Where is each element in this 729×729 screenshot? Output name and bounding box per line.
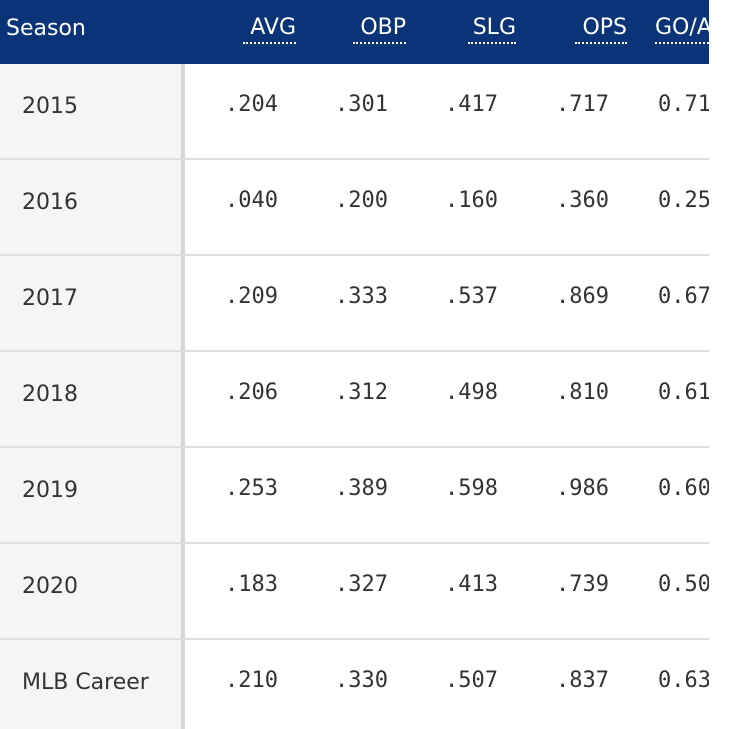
season-cell: 2017 xyxy=(22,286,78,311)
obp-cell: .333 xyxy=(335,284,388,309)
table-row: 2018 .206 .312 .498 .810 0.61 xyxy=(0,352,709,448)
obp-cell: .200 xyxy=(335,188,388,213)
ops-cell: .360 xyxy=(556,188,609,213)
table-row: 2020 .183 .327 .413 .739 0.50 xyxy=(0,544,709,640)
slg-cell: .498 xyxy=(445,380,498,405)
goao-cell: 0.63 xyxy=(658,668,709,693)
table-row: 2015 .204 .301 .417 .717 0.71 xyxy=(0,64,709,160)
slg-cell: .413 xyxy=(445,572,498,597)
season-cell: 2018 xyxy=(22,382,78,407)
ops-cell: .869 xyxy=(556,284,609,309)
goao-cell: 0.71 xyxy=(658,92,709,117)
header-ops[interactable]: OPS xyxy=(575,14,627,44)
avg-cell: .209 xyxy=(225,284,278,309)
header-slg[interactable]: SLG xyxy=(468,14,516,44)
goao-cell: 0.67 xyxy=(658,284,709,309)
season-cell: MLB Career xyxy=(22,670,149,695)
avg-cell: .206 xyxy=(225,380,278,405)
season-column-bg xyxy=(0,64,181,729)
row-divider xyxy=(0,254,709,256)
goao-cell: 0.25 xyxy=(658,188,709,213)
obp-cell: .389 xyxy=(335,476,388,501)
ops-cell: .810 xyxy=(556,380,609,405)
goao-cell: 0.61 xyxy=(658,380,709,405)
season-cell: 2019 xyxy=(22,478,78,503)
avg-cell: .204 xyxy=(225,92,278,117)
slg-cell: .598 xyxy=(445,476,498,501)
header-season[interactable]: Season xyxy=(6,16,86,41)
row-divider xyxy=(0,638,709,640)
row-divider xyxy=(0,350,709,352)
table-row-career: MLB Career .210 .330 .507 .837 0.63 xyxy=(0,640,709,729)
table-row: 2016 .040 .200 .160 .360 0.25 xyxy=(0,160,709,256)
stats-table: Season AVG OBP SLG OPS GO/A 2015 .204 .3… xyxy=(0,0,709,729)
table-row: 2017 .209 .333 .537 .869 0.67 xyxy=(0,256,709,352)
slg-cell: .417 xyxy=(445,92,498,117)
ops-cell: .837 xyxy=(556,668,609,693)
row-divider xyxy=(0,158,709,160)
avg-cell: .040 xyxy=(225,188,278,213)
frozen-column-divider xyxy=(181,64,185,729)
table-header: Season AVG OBP SLG OPS GO/A xyxy=(0,0,709,64)
goao-cell: 0.50 xyxy=(658,572,709,597)
row-divider xyxy=(0,446,709,448)
season-cell: 2015 xyxy=(22,94,78,119)
obp-cell: .330 xyxy=(335,668,388,693)
avg-cell: .183 xyxy=(225,572,278,597)
slg-cell: .507 xyxy=(445,668,498,693)
ops-cell: .739 xyxy=(556,572,609,597)
header-goao[interactable]: GO/A xyxy=(655,14,709,44)
ops-cell: .717 xyxy=(556,92,609,117)
obp-cell: .327 xyxy=(335,572,388,597)
ops-cell: .986 xyxy=(556,476,609,501)
header-obp[interactable]: OBP xyxy=(353,14,406,44)
avg-cell: .210 xyxy=(225,668,278,693)
slg-cell: .537 xyxy=(445,284,498,309)
obp-cell: .312 xyxy=(335,380,388,405)
header-avg[interactable]: AVG xyxy=(243,14,296,44)
season-cell: 2016 xyxy=(22,190,78,215)
row-divider xyxy=(0,542,709,544)
slg-cell: .160 xyxy=(445,188,498,213)
obp-cell: .301 xyxy=(335,92,388,117)
goao-cell: 0.60 xyxy=(658,476,709,501)
avg-cell: .253 xyxy=(225,476,278,501)
season-cell: 2020 xyxy=(22,574,78,599)
table-row: 2019 .253 .389 .598 .986 0.60 xyxy=(0,448,709,544)
